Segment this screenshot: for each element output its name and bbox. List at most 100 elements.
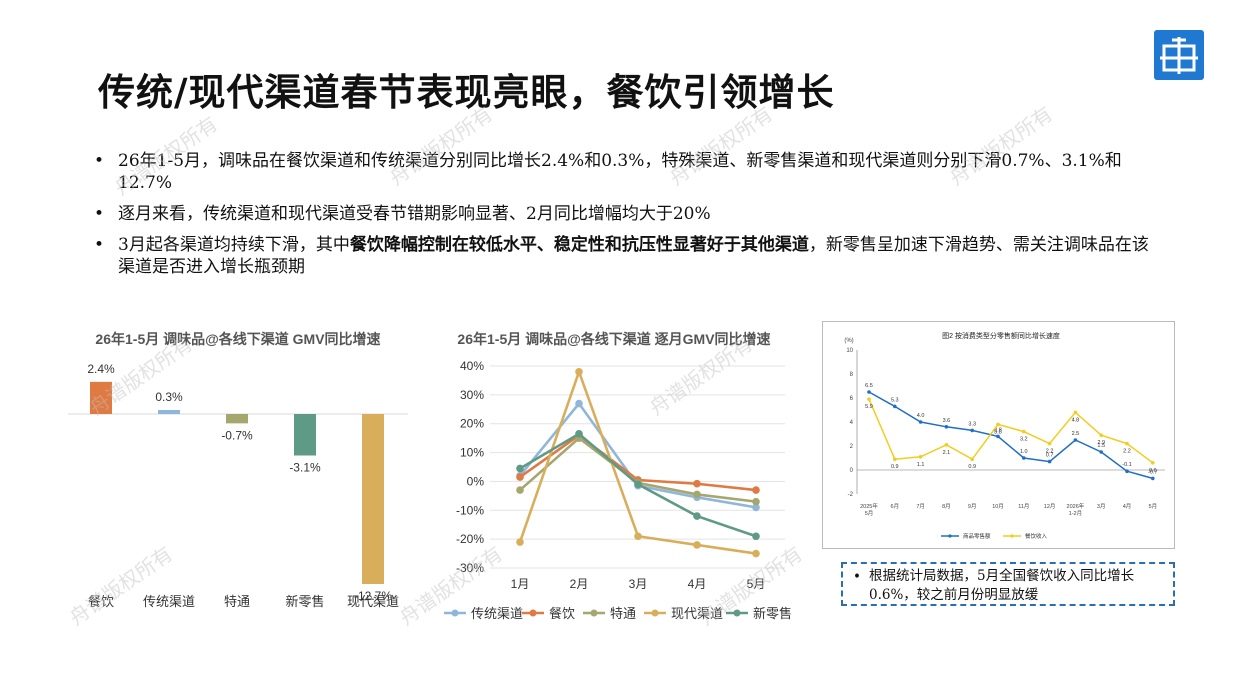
data-label: 5.9	[865, 404, 873, 410]
data-label: 0.9	[891, 464, 899, 470]
x-tick-label: 6月	[891, 503, 900, 510]
data-point	[516, 538, 524, 546]
x-tick-label: 1月	[511, 577, 530, 591]
data-point	[752, 497, 760, 506]
data-point	[867, 397, 871, 401]
legend-label: 新零售	[753, 606, 792, 621]
y-tick-label: -20%	[456, 532, 484, 546]
chart-title: 26年1-5月 调味品@各线下渠道 GMV同比增速	[95, 331, 380, 347]
bullet-item: • 逐月来看，传统渠道和现代渠道受春节错期影响显著、2月同比增幅均大于20%	[92, 203, 1152, 225]
bar	[158, 409, 180, 414]
note-text: 根据统计局数据，5月全国餐饮收入同比增长0.6%，较之前月份明显放缓	[869, 568, 1135, 603]
data-point	[1022, 456, 1026, 460]
data-label: 0.9	[968, 464, 976, 470]
line-chart: 26年1-5月 调味品@各线下渠道 逐月GMV同比增速 40% 30% 20% 10% 0…	[444, 331, 792, 621]
category-label: 餐饮	[88, 594, 114, 609]
data-point	[693, 479, 701, 488]
y-tick-label: 2	[850, 444, 854, 450]
bullet-item: • 3月起各渠道均持续下滑，其中餐饮降幅控制在较低水平、稳定性和抗压性显著好于其他…	[92, 234, 1152, 278]
data-label: 4.8	[1072, 417, 1080, 423]
data-label: 2.9	[1097, 440, 1105, 446]
bar	[90, 381, 112, 414]
data-label: 2.4%	[87, 362, 115, 376]
x-tick-label: 10月	[992, 503, 1004, 510]
x-tick-label: 9月	[968, 503, 977, 510]
data-point	[575, 430, 583, 438]
data-point	[516, 486, 524, 494]
bar	[226, 414, 248, 424]
company-logo	[1154, 30, 1204, 80]
data-point	[634, 532, 642, 541]
legend-marker	[451, 609, 459, 617]
x-tick-label: 11月	[1018, 503, 1029, 510]
data-label: 2.5	[1072, 431, 1080, 437]
chart-title: 26年1-5月 调味品@各线下渠道 逐月GMV同比增速	[457, 331, 770, 347]
data-label: -3.1%	[289, 460, 321, 474]
data-note: • 根据统计局数据，5月全国餐饮收入同比增长0.6%，较之前月份明显放缓	[841, 562, 1175, 606]
data-point	[752, 549, 760, 558]
y-tick-label: 20%	[460, 417, 484, 431]
data-label: 3.2	[1020, 437, 1028, 443]
data-point	[1047, 441, 1052, 446]
y-tick-label: -2	[848, 492, 854, 498]
data-point	[575, 399, 583, 408]
category-label: 特通	[224, 594, 250, 609]
data-label: 3.3	[968, 421, 976, 427]
logo-mark-icon	[1160, 37, 1198, 74]
data-point	[1022, 429, 1026, 434]
x-tick-label: 3月	[629, 577, 648, 591]
legend-marker	[529, 609, 537, 617]
data-point	[634, 480, 642, 489]
data-point	[752, 532, 760, 541]
data-label: 3.8	[994, 429, 1002, 435]
legend-label: 餐饮收入	[1025, 532, 1048, 540]
data-point	[893, 457, 897, 461]
legend-label: 商品零售额	[963, 532, 991, 540]
series-line	[868, 391, 1154, 480]
data-point	[1125, 441, 1129, 446]
x-tick-label: 2月	[570, 577, 589, 591]
bullet-text-pre: 3月起各渠道均持续下滑，其中	[118, 235, 350, 255]
y-tick-label: -30%	[456, 561, 484, 575]
y-tick-label: 0	[850, 468, 854, 474]
x-tick-label: 4月	[688, 577, 707, 591]
legend-marker	[1010, 534, 1014, 538]
x-tick-label: 4月	[1123, 503, 1132, 510]
x-tick-label: 3月	[1097, 503, 1106, 510]
data-point	[996, 434, 1000, 439]
legend-marker	[948, 534, 952, 538]
x-tick-label: 5月	[1149, 503, 1158, 510]
x-tick-label: 8月	[942, 503, 951, 510]
y-tick-label: 10%	[460, 446, 484, 460]
data-point	[693, 541, 701, 549]
bullet-dot: •	[94, 204, 105, 224]
legend-label: 现代渠道	[671, 606, 723, 621]
data-label: 5.3	[891, 397, 899, 403]
data-point	[693, 512, 701, 520]
bar-chart: 26年1-5月 调味品@各线下渠道 GMV同比增速 2.4% 餐饮 0.3% 传统渠道 -…	[68, 331, 408, 609]
x-tick-label: 12月	[1044, 503, 1056, 510]
data-point	[918, 455, 923, 459]
data-point	[516, 473, 524, 481]
bullet-item: • 26年1-5月，调味品在餐饮渠道和传统渠道分别同比增长2.4%和0.3%，特殊…	[92, 150, 1152, 194]
data-point	[693, 490, 701, 499]
slide-title: 传统/现代渠道春节表现亮眼，餐饮引领增长	[98, 70, 835, 114]
data-point	[944, 443, 949, 447]
data-label: 2.2	[1123, 449, 1131, 455]
bar	[362, 414, 384, 584]
x-tick-label: 5月	[747, 577, 766, 591]
category-label: 现代渠道	[347, 594, 399, 609]
data-point	[1099, 450, 1103, 454]
bullet-text: 逐月来看，传统渠道和现代渠道受春节错期影响显著、2月同比增幅均大于20%	[118, 204, 711, 224]
legend-marker	[733, 609, 741, 617]
data-label: 2.2	[1046, 449, 1054, 455]
bullet-dot: •	[853, 569, 861, 585]
data-label: 0.7	[1046, 453, 1054, 459]
chart-title: 图2 按消费类型分零售额同比增长速度	[942, 331, 1060, 340]
data-point	[752, 486, 760, 494]
series-line	[868, 398, 1154, 464]
legend-marker	[590, 609, 598, 617]
data-label: 0.6	[1149, 468, 1157, 474]
data-label: 0.3%	[155, 390, 183, 404]
